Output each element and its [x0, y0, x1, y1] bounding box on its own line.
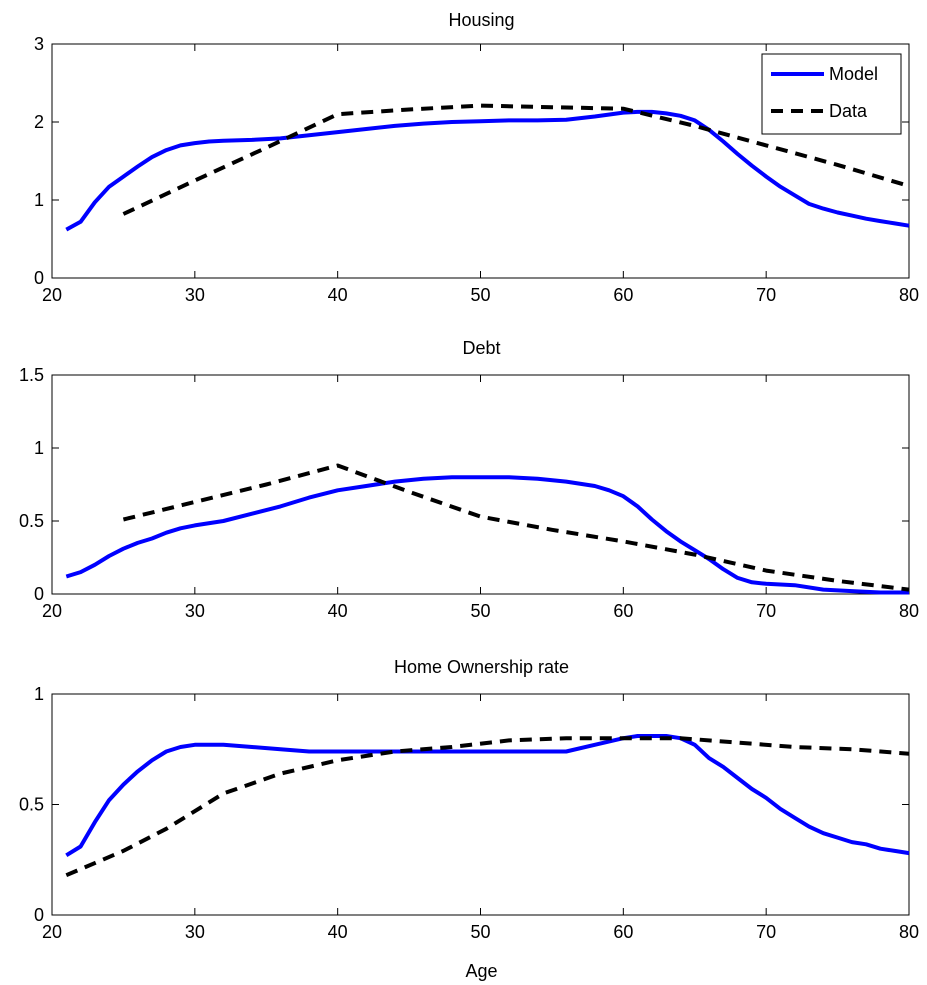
series-lines — [65, 103, 910, 232]
series-line-model — [65, 109, 910, 232]
y-tick-label: 2 — [34, 112, 44, 132]
x-tick-label: 80 — [899, 285, 919, 305]
y-tick-label: 0.5 — [19, 795, 44, 815]
series-lines — [65, 734, 910, 878]
y-tick-label: 0 — [34, 584, 44, 604]
series-line-model — [65, 734, 910, 858]
y-axis-ticks: 0 0.5 1 1.5 — [19, 365, 909, 604]
x-tick-label: 50 — [470, 922, 490, 942]
y-tick-label: 1.5 — [19, 365, 44, 385]
x-tick-label: 20 — [42, 285, 62, 305]
plot-frame — [51, 374, 910, 595]
legend-box — [761, 53, 902, 135]
legend-label-model: Model — [829, 64, 878, 84]
x-axis-ticks: 20 30 40 50 60 70 80 — [42, 44, 919, 305]
plot-frame — [51, 693, 910, 916]
x-tick-label: 70 — [756, 922, 776, 942]
x-tick-label: 70 — [756, 601, 776, 621]
x-tick-label: 70 — [756, 285, 776, 305]
y-tick-label: 0.5 — [19, 511, 44, 531]
y-axis-ticks: 0 1 2 3 — [34, 34, 909, 288]
x-axis-ticks: 20 30 40 50 60 70 80 — [42, 375, 919, 621]
x-tick-label: 60 — [613, 285, 633, 305]
legend-label-data: Data — [829, 101, 868, 121]
x-tick-label: 50 — [470, 601, 490, 621]
panel-title: Home Ownership rate — [394, 657, 569, 677]
series-line-data — [122, 463, 910, 592]
panel-title: Housing — [448, 10, 514, 30]
y-axis-ticks: 00.51 — [19, 684, 909, 925]
panel-debt: Debt 20 30 40 50 60 70 80 0 0.5 1 1.5 — [19, 338, 919, 621]
series-lines — [65, 463, 910, 595]
x-tick-label: 20 — [42, 922, 62, 942]
x-tick-label: 80 — [899, 601, 919, 621]
x-tick-label: 30 — [185, 601, 205, 621]
x-tick-label: 30 — [185, 285, 205, 305]
x-axis-title: Age — [465, 961, 497, 981]
x-tick-label: 80 — [899, 922, 919, 942]
x-tick-label: 30 — [185, 922, 205, 942]
panel-housing: Housing 20 30 40 50 60 70 80 0 1 2 3 Model Data — [34, 10, 919, 305]
y-tick-label: 0 — [34, 268, 44, 288]
y-tick-label: 1 — [34, 438, 44, 458]
series-line-data — [122, 103, 910, 216]
x-tick-label: 60 — [613, 922, 633, 942]
x-tick-label: 50 — [470, 285, 490, 305]
y-tick-label: 1 — [34, 190, 44, 210]
x-tick-label: 40 — [328, 601, 348, 621]
legend: Model Data — [761, 53, 902, 135]
panel-title: Debt — [462, 338, 500, 358]
x-tick-label: 40 — [328, 922, 348, 942]
x-axis-ticks: 20 30 40 50 60 70 80 — [42, 694, 919, 942]
y-tick-label: 1 — [34, 684, 44, 704]
y-tick-label: 3 — [34, 34, 44, 54]
x-tick-label: 60 — [613, 601, 633, 621]
panel-home-ownership: Home Ownership rate 20 30 40 50 60 70 80 00.51… — [19, 657, 919, 981]
x-tick-label: 20 — [42, 601, 62, 621]
x-tick-label: 40 — [328, 285, 348, 305]
series-line-model — [65, 475, 909, 595]
y-tick-label: 0 — [34, 905, 44, 925]
series-line-data — [65, 736, 910, 878]
